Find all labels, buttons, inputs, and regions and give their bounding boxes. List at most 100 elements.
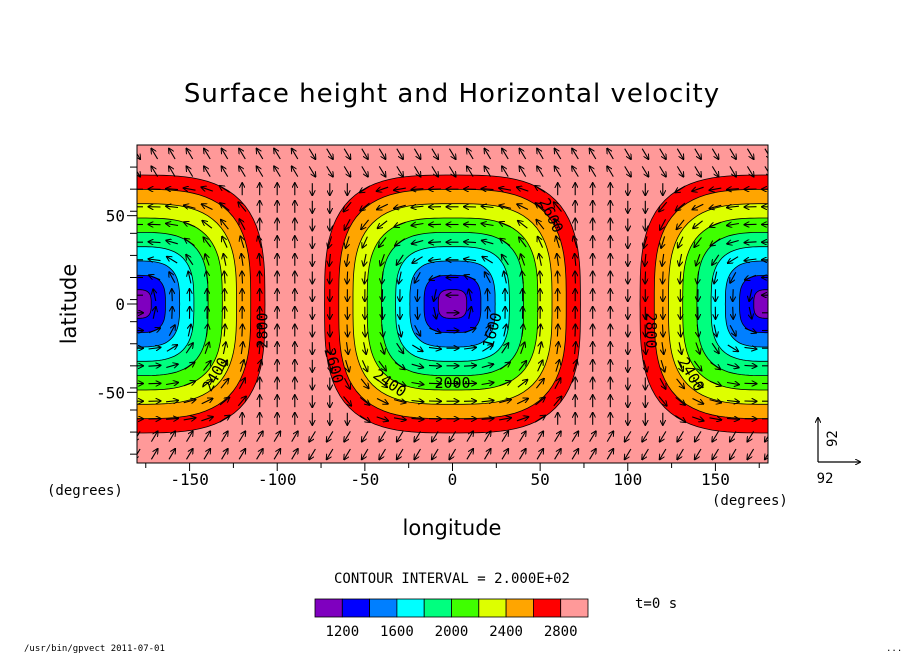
velocity-arrow-226 (204, 343, 209, 354)
velocity-arrow-192 (258, 360, 261, 372)
velocity-arrow-334 (153, 289, 156, 302)
footer-program: /usr/bin/gpvect 2011-07-01 (24, 644, 165, 654)
velocity-arrow-477 (711, 238, 721, 246)
velocity-arrow-271 (347, 324, 348, 337)
velocity-arrow-210 (574, 360, 577, 372)
velocity-arrow-368 (749, 289, 752, 301)
velocity-arrow-375 (224, 272, 225, 284)
legend-swatch-3000 (560, 598, 589, 618)
velocity-arrow-349 (417, 289, 418, 301)
velocity-arrow-164 (411, 383, 424, 385)
velocity-arrow-256 (727, 344, 738, 351)
velocity-arrow-427 (482, 257, 493, 264)
velocity-arrow-206 (499, 362, 510, 370)
contour-fills (137, 174, 768, 434)
velocity-arrow-262 (188, 325, 191, 337)
velocity-arrow-178 (659, 377, 666, 389)
velocity-arrow-236 (379, 342, 384, 354)
chart-title: Surface height and Horizontal velocity (184, 79, 720, 109)
velocity-arrow-385 (399, 271, 402, 284)
velocity-arrow-202 (428, 365, 441, 366)
velocity-arrow-483 (166, 224, 179, 226)
velocity-arrow-569 (377, 187, 389, 191)
velocity-arrow-384 (382, 271, 383, 284)
velocity-arrow-29 (642, 448, 649, 459)
footer-corner-mark: ... (886, 644, 902, 654)
velocity-arrow-473 (644, 236, 647, 248)
velocity-arrow-663 (729, 148, 736, 159)
legend-swatch-1200 (314, 598, 343, 618)
velocity-arrow-273 (382, 324, 383, 337)
velocity-arrow-142 (675, 396, 685, 405)
velocity-arrow-625 (711, 166, 718, 176)
velocity-arrow-660 (676, 148, 683, 159)
legend-swatch-2400 (478, 598, 507, 618)
x-tick-label--100: -100 (258, 470, 297, 489)
velocity-arrow-414 (259, 254, 260, 266)
velocity-arrow-235 (364, 342, 367, 354)
velocity-arrow-274 (399, 324, 402, 337)
velocity-arrow-244 (520, 343, 525, 354)
velocity-arrow-154 (238, 378, 245, 390)
velocity-arrow-143 (692, 398, 704, 404)
velocity-arrow-559 (201, 187, 213, 191)
velocity-arrow-123 (343, 396, 352, 406)
velocity-arrow-504 (536, 220, 545, 230)
velocity-arrow-607 (396, 166, 403, 176)
velocity-arrow-658 (641, 148, 648, 159)
velocity-arrow-460 (412, 241, 424, 244)
velocity-arrow-598 (239, 166, 246, 177)
velocity-arrow-77 (183, 418, 196, 420)
velocity-arrow-293 (729, 324, 736, 336)
velocity-arrow-229 (259, 342, 260, 355)
velocity-arrow-227 (223, 342, 226, 355)
velocity-arrow-253 (679, 342, 682, 354)
velocity-arrow-603 (326, 166, 333, 176)
velocity-arrow-439 (696, 254, 701, 265)
velocity-arrow-392 (522, 272, 523, 284)
velocity-arrow-645 (413, 148, 420, 159)
legend-swatch-1600 (369, 598, 398, 618)
velocity-arrow-616 (555, 166, 562, 177)
velocity-arrow-172 (554, 378, 561, 390)
velocity-arrow-540 (517, 204, 529, 210)
velocity-arrow-105 (675, 415, 685, 423)
velocity-arrow-618 (590, 166, 597, 177)
velocity-arrow-621 (641, 166, 648, 176)
velocity-arrow-265 (242, 325, 243, 337)
velocity-arrow-113 (166, 401, 178, 402)
velocity-arrow-597 (222, 166, 229, 177)
velocity-arrow-571 (412, 189, 424, 190)
velocity-arrow-116 (219, 397, 229, 406)
velocity-arrow-605 (361, 166, 368, 176)
velocity-arrow-552 (727, 206, 739, 207)
velocity-arrow-372 (169, 272, 176, 284)
velocity-arrow-446 (166, 241, 178, 244)
x-tick-label--50: -50 (350, 470, 379, 489)
velocity-arrow-5 (221, 449, 228, 460)
velocity-arrow-423 (412, 256, 423, 263)
velocity-arrow-279 (484, 325, 491, 337)
velocity-arrow-126 (393, 400, 406, 403)
velocity-arrow-134 (535, 397, 545, 406)
velocity-arrow-21 (501, 449, 508, 460)
velocity-arrow-421 (380, 254, 385, 265)
velocity-arrow-131 (481, 401, 494, 402)
velocity-arrow-35 (747, 448, 755, 459)
velocity-arrow-64 (606, 431, 613, 442)
velocity-arrow-523 (220, 203, 230, 212)
velocity-arrow-513 (693, 220, 703, 228)
velocity-arrow-393 (540, 272, 541, 284)
velocity-arrow-522 (202, 204, 213, 210)
velocity-arrow-531 (360, 202, 370, 211)
velocity-arrow-478 (727, 241, 739, 244)
velocity-arrow-382 (347, 271, 348, 284)
velocity-arrow-161 (360, 378, 369, 388)
velocity-arrow-634 (222, 149, 229, 160)
velocity-arrow-27 (606, 449, 613, 460)
velocity-arrow-125 (376, 398, 388, 404)
contour-interval-text: CONTOUR INTERVAL = 2.000E+02 (334, 571, 570, 587)
velocity-arrow-614 (520, 166, 527, 177)
velocity-arrow-62 (571, 431, 578, 442)
